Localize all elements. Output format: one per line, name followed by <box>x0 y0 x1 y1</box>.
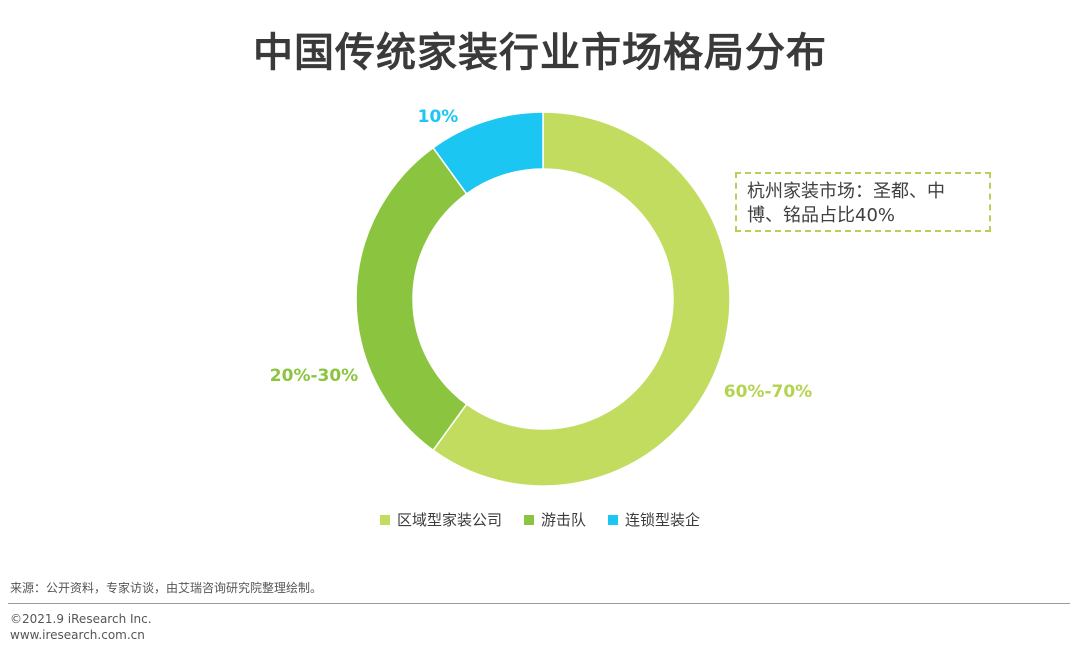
callout-box: 杭州家装市场：圣都、中博、铭品占比40% <box>735 172 991 232</box>
legend-label: 连锁型装企 <box>625 511 701 529</box>
donut-slices <box>355 111 731 487</box>
legend-item-regional: 区域型家装公司 <box>379 509 502 530</box>
donut-slice-guerrilla <box>355 146 468 452</box>
chart-legend: 区域型家装公司 游击队 连锁型装企 <box>0 509 1080 530</box>
copyright-text: ©2021.9 iResearch Inc. <box>10 612 152 626</box>
donut-slice-regional <box>432 111 731 487</box>
legend-item-guerrilla: 游击队 <box>523 509 586 530</box>
slice-label-chain: 10% <box>418 107 459 127</box>
slice-labels: 60%-70% 20%-30% 10% <box>270 107 812 402</box>
donut-slice-chain <box>432 111 544 195</box>
legend-item-chain: 连锁型装企 <box>608 509 700 530</box>
legend-swatch <box>523 514 534 525</box>
website-text: www.iresearch.com.cn <box>10 628 145 642</box>
legend-swatch <box>379 514 390 525</box>
legend-label: 游击队 <box>540 511 586 529</box>
legend-swatch <box>608 514 618 525</box>
source-note: 来源：公开资料，专家访谈，由艾瑞咨询研究院整理绘制。 <box>10 581 323 595</box>
slice-label-regional: 60%-70% <box>724 382 812 402</box>
footer-divider <box>8 603 1070 604</box>
legend-label: 区域型家装公司 <box>396 511 502 529</box>
chart-title: 中国传统家装行业市场格局分布 <box>253 30 827 76</box>
copyright-block: ©2021.9 iResearch Inc. www.iresearch.com… <box>10 611 152 643</box>
slice-label-guerrilla: 20%-30% <box>270 366 358 386</box>
